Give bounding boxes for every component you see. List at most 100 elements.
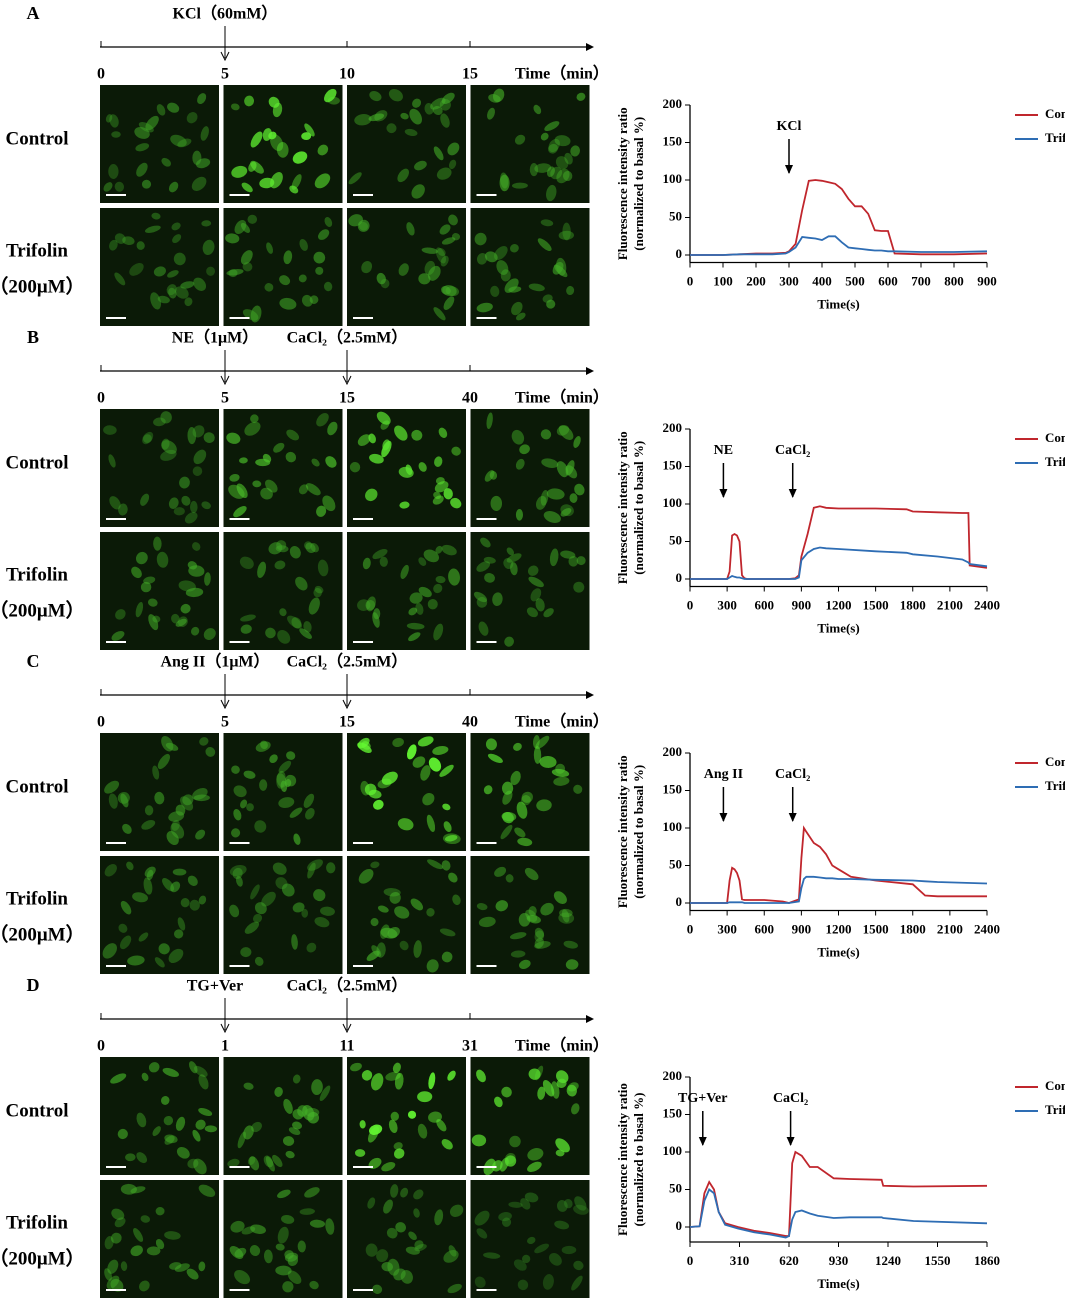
- x-tick-label: 300: [717, 597, 737, 612]
- cell: [141, 820, 156, 830]
- cell: [385, 1071, 401, 1081]
- cell: [409, 108, 422, 125]
- cell: [144, 805, 154, 816]
- cell: [484, 251, 498, 263]
- cell: [148, 614, 159, 631]
- cell: [307, 1111, 320, 1124]
- cell: [394, 1072, 404, 1090]
- cell: [229, 473, 240, 482]
- cell: [235, 875, 243, 887]
- y-tick-label: 150: [663, 1105, 683, 1120]
- y-axis-label: Fluorescence intensity ratio: [615, 107, 630, 260]
- cell: [229, 904, 240, 918]
- cell: [441, 92, 455, 105]
- cell: [564, 1198, 573, 1209]
- cell: [249, 1245, 261, 1257]
- cell: [303, 793, 315, 808]
- cell: [417, 1091, 433, 1103]
- cell: [428, 1072, 436, 1090]
- event-label: KCl（60mM）: [173, 5, 278, 23]
- cell: [542, 1274, 554, 1290]
- cell: [574, 483, 585, 496]
- cell: [283, 1098, 293, 1114]
- cell: [397, 818, 414, 831]
- cell: [250, 884, 260, 900]
- time-tick-label: 11: [339, 1038, 354, 1055]
- cell: [408, 632, 421, 642]
- micrograph-bg: [347, 532, 466, 650]
- cell: [193, 449, 207, 465]
- cell: [376, 1249, 389, 1263]
- cell: [319, 1085, 331, 1102]
- cell: [451, 446, 461, 456]
- cell: [172, 868, 187, 876]
- micrograph: [100, 208, 219, 326]
- cell: [418, 586, 432, 598]
- cell: [440, 113, 450, 128]
- cell: [109, 496, 121, 510]
- cell: [500, 824, 513, 840]
- cell: [439, 224, 451, 235]
- x-tick-label: 930: [829, 1253, 849, 1268]
- y-tick-label: 0: [676, 1218, 683, 1233]
- cell: [562, 170, 573, 182]
- cell: [279, 608, 287, 617]
- cell: [434, 1209, 444, 1226]
- cell: [480, 537, 491, 548]
- cell: [537, 1086, 546, 1100]
- cell: [383, 1199, 393, 1214]
- cell: [558, 912, 575, 924]
- cell: [365, 600, 376, 611]
- cell: [436, 167, 452, 180]
- scale-bar: [229, 194, 250, 196]
- event-label: NE（1μM）: [172, 329, 258, 347]
- cell: [359, 1120, 366, 1129]
- cell: [515, 312, 526, 321]
- annotation-label: NE: [714, 443, 733, 458]
- cell: [436, 1119, 447, 1132]
- cell: [443, 296, 455, 310]
- cell: [404, 128, 418, 137]
- cell: [135, 143, 150, 152]
- cell: [556, 461, 569, 478]
- row-label: （200μM）: [0, 922, 85, 945]
- x-tick-label: 1800: [900, 597, 926, 612]
- cell: [107, 1259, 119, 1274]
- cell: [236, 483, 248, 499]
- cell: [272, 862, 287, 875]
- x-tick-label: 0: [687, 273, 694, 288]
- cell: [519, 959, 531, 970]
- micrograph: [223, 85, 343, 203]
- cell: [108, 454, 116, 468]
- cell: [177, 616, 188, 628]
- cell: [495, 900, 509, 912]
- cell: [145, 115, 159, 131]
- time-tick-label: 5: [221, 66, 229, 83]
- timeline-arrow: [586, 43, 594, 51]
- cell: [282, 1281, 294, 1293]
- cell: [310, 543, 319, 553]
- micrograph: [223, 532, 343, 650]
- cell: [316, 505, 327, 517]
- annotation-label: TG+Ver: [678, 1091, 727, 1106]
- micrograph: [223, 1057, 343, 1175]
- cell: [476, 596, 488, 608]
- y-tick-label: 50: [669, 208, 682, 223]
- cell: [201, 501, 211, 510]
- cell: [277, 1189, 291, 1199]
- cell: [494, 866, 507, 877]
- cell: [311, 1079, 323, 1096]
- x-tick-label: 0: [687, 597, 694, 612]
- time-tick-label: 15: [462, 66, 478, 83]
- micrograph: [347, 1180, 466, 1298]
- cell: [249, 1156, 260, 1171]
- cell: [441, 860, 451, 871]
- cell: [534, 163, 552, 173]
- cell: [400, 564, 409, 579]
- cell: [386, 1227, 398, 1239]
- cell: [136, 1152, 148, 1164]
- scale-bar: [353, 194, 373, 196]
- cell: [476, 561, 491, 572]
- cell: [377, 778, 392, 789]
- cell: [167, 102, 180, 113]
